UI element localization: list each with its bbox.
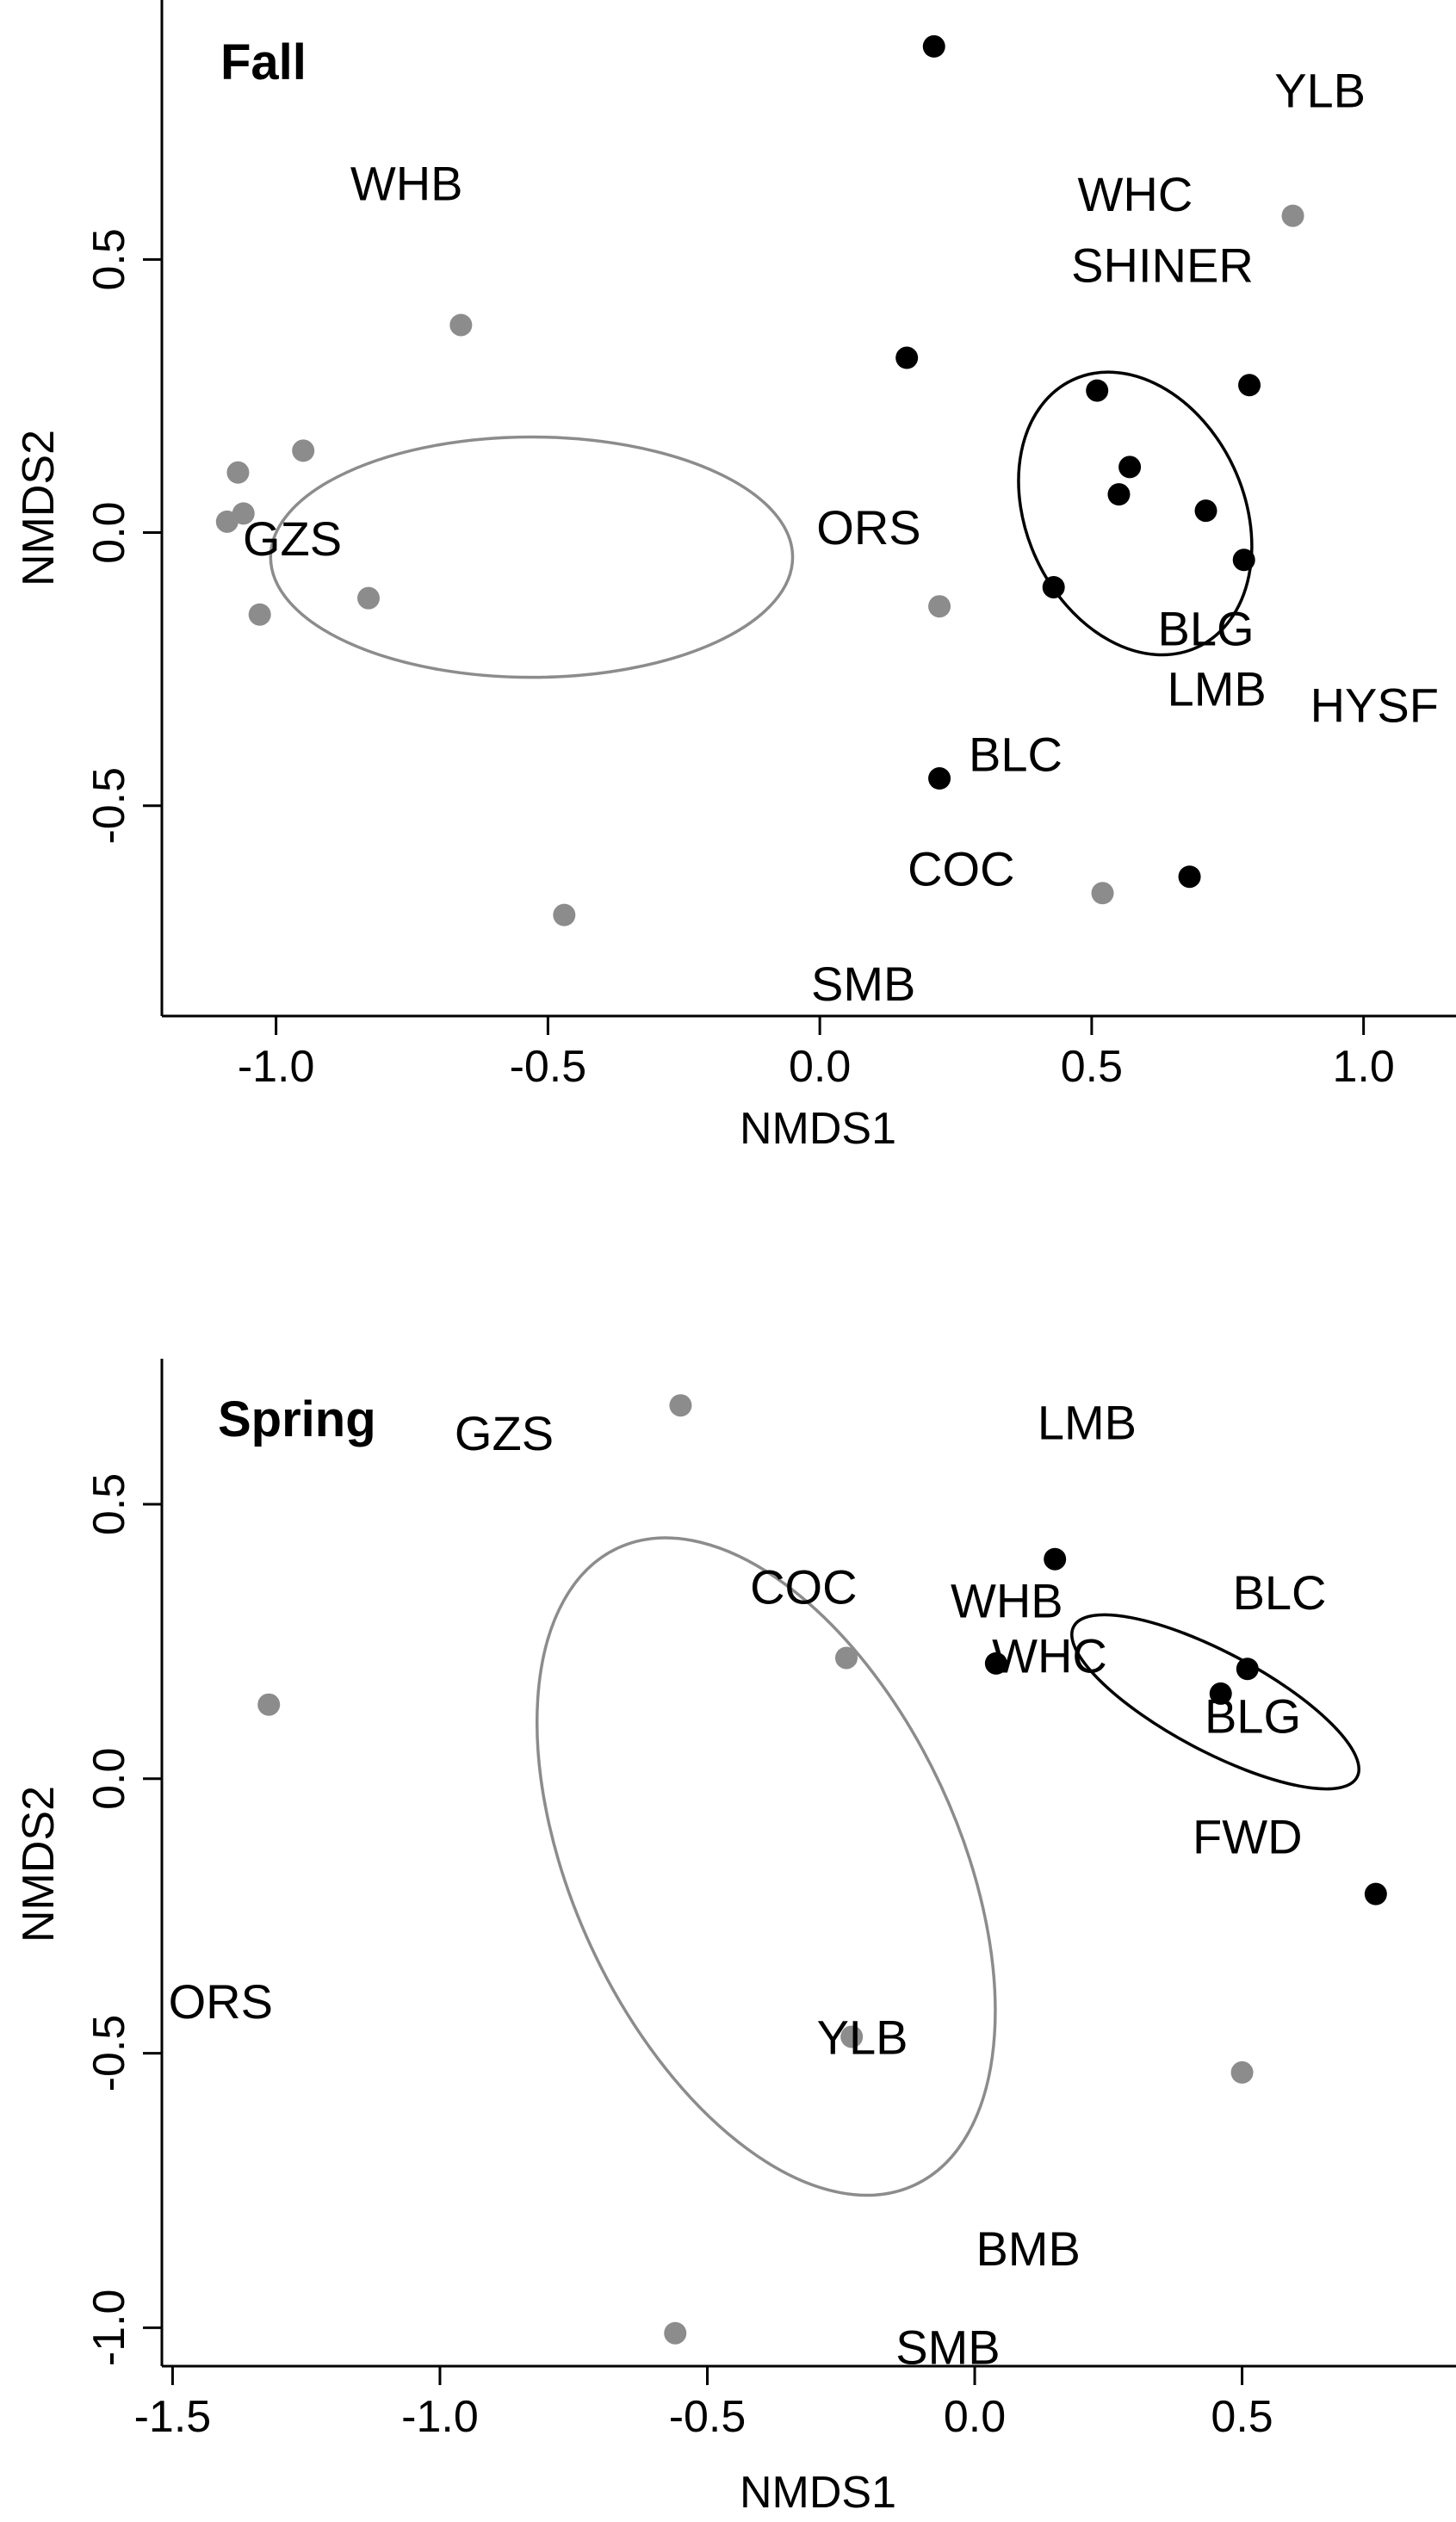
- spring-data-point: [1209, 1682, 1232, 1705]
- fall-data-point: [928, 595, 951, 618]
- fall-data-point: [1118, 455, 1142, 479]
- fall-species-label-blc: BLC: [969, 727, 1063, 781]
- fall-species-label-lmb: LMB: [1168, 661, 1267, 716]
- spring-data-point: [669, 1394, 692, 1417]
- spring-species-label-fwd: FWD: [1193, 1810, 1303, 1864]
- fall-y-tick-label: 0.5: [84, 228, 134, 290]
- spring-species-label-smb: SMB: [895, 2321, 1000, 2375]
- spring-data-point: [834, 1646, 858, 1670]
- fall-ticks: -1.0 -0.5 0.0 0.5 1.0 -0.5 0.0 0.5: [84, 228, 1395, 1092]
- fall-data-point: [1194, 499, 1217, 523]
- spring-ellipses: [535, 1536, 1360, 2197]
- spring-species-label-lmb: LMB: [1038, 1395, 1137, 1449]
- fall-data-point: [226, 461, 250, 484]
- spring-x-tick-label: 0.5: [1211, 2392, 1273, 2442]
- spring-x-tick-label: -1.5: [134, 2392, 212, 2442]
- fall-data-point: [292, 439, 315, 462]
- fall-x-tick-label: -1.0: [238, 1042, 315, 1092]
- fall-x-tick-label: -0.5: [510, 1042, 587, 1092]
- fall-group-2-ellipse: [269, 435, 795, 679]
- fall-species-label-blg: BLG: [1157, 602, 1254, 656]
- spring-data-point: [1236, 1658, 1259, 1681]
- fall-group-1-ellipse: [1017, 370, 1254, 657]
- fall-species-label-whc: WHC: [1078, 167, 1193, 221]
- spring-x-tick-label: -1.0: [401, 2392, 479, 2442]
- spring-ticks: -1.5 -1.0 -0.5 0.0 0.5-1.0-0.50.00.5: [84, 1473, 1273, 2442]
- spring-y-axis-title: NMDS2: [14, 1786, 64, 1943]
- spring-data-point: [1230, 2060, 1254, 2084]
- spring-x-axis-title: NMDS1: [740, 2468, 896, 2518]
- spring-data-point: [840, 2025, 864, 2048]
- spring-species-label-ylb: YLB: [817, 2010, 908, 2064]
- fall-points: [215, 34, 1304, 926]
- spring-species-label-ors: ORS: [169, 1974, 273, 2029]
- fall-y-axis-title: NMDS2: [14, 430, 64, 586]
- fall-y-tick-label: -0.5: [84, 767, 134, 845]
- spring-group-2-ellipse: [535, 1536, 997, 2197]
- spring-y-tick-label: 0.5: [84, 1473, 134, 1535]
- spring-species-label-blg: BLG: [1205, 1689, 1301, 1743]
- spring-data-point: [1364, 1882, 1387, 1905]
- fall-species-label-whb: WHB: [350, 157, 463, 211]
- spring-data-point: [257, 1693, 281, 1716]
- fall-data-point: [1232, 548, 1255, 572]
- spring-group-1-ellipse: [1070, 1613, 1360, 1791]
- fall-data-point: [922, 34, 945, 58]
- spring-species-label-bmb: BMB: [976, 2221, 1080, 2276]
- fall-x-tick-label: 0.5: [1061, 1042, 1123, 1092]
- spring-y-tick-label: 0.0: [84, 1748, 134, 1810]
- fall-data-point: [215, 510, 239, 533]
- fall-data-point: [1107, 483, 1131, 506]
- fall-data-point: [895, 346, 919, 369]
- fall-species-label-ylb: YLB: [1274, 64, 1366, 118]
- fall-panel-title: Fall: [220, 34, 307, 90]
- fall-species-label-smb: SMB: [811, 957, 915, 1011]
- fall-x-axis-title: NMDS1: [740, 1104, 896, 1154]
- spring-data-point: [664, 2321, 687, 2345]
- spring-species-label-blc: BLC: [1233, 1565, 1327, 1620]
- fall-y-tick-label: 0.0: [84, 501, 134, 563]
- spring-x-tick-label: -0.5: [669, 2392, 747, 2442]
- fall-data-point: [1238, 374, 1261, 397]
- spring-species-label-whc: WHC: [992, 1628, 1107, 1682]
- fall-data-point: [248, 603, 271, 626]
- spring-x-tick-label: 0.0: [944, 2392, 1006, 2442]
- fall-species-label-hysf: HYSF: [1310, 678, 1439, 732]
- fall-x-tick-label: 0.0: [789, 1042, 851, 1092]
- fall-species-label-shiner: SHINER: [1071, 239, 1254, 293]
- fall-panel: -1.0 -0.5 0.0 0.5 1.0 -0.5 0.0 0.5 YLB WHB WHC SHI…: [14, 0, 1456, 1154]
- fall-data-point: [553, 903, 576, 926]
- fall-data-point: [1281, 204, 1304, 227]
- spring-panel-title: Spring: [218, 1391, 376, 1447]
- spring-species-label-whb: WHB: [951, 1574, 1063, 1628]
- spring-y-tick-label: -0.5: [84, 2015, 134, 2092]
- spring-data-point: [984, 1651, 1007, 1675]
- fall-data-point: [1091, 882, 1114, 905]
- spring-species-label-coc: COC: [750, 1560, 857, 1614]
- spring-panel: -1.5 -1.0 -0.5 0.0 0.5-1.0-0.50.00.5 GZS LMBC…: [14, 1359, 1456, 2518]
- fall-data-point: [449, 313, 473, 337]
- fall-species-label-ors: ORS: [816, 500, 920, 555]
- fall-x-tick-label: 1.0: [1332, 1042, 1394, 1092]
- fall-data-point: [928, 767, 951, 790]
- fall-data-point: [1042, 575, 1065, 598]
- spring-species-label-gzs: GZS: [455, 1406, 554, 1460]
- fall-species-label-gzs: GZS: [243, 511, 342, 566]
- fall-ellipses: [269, 370, 1254, 679]
- spring-data-point: [1044, 1547, 1067, 1571]
- fall-data-point: [1178, 865, 1201, 889]
- spring-points: [257, 1394, 1387, 2345]
- fall-species-label-coc: COC: [908, 842, 1014, 896]
- fall-data-point: [1086, 379, 1109, 402]
- spring-y-tick-label: -1.0: [84, 2290, 134, 2367]
- fall-data-point: [356, 586, 380, 610]
